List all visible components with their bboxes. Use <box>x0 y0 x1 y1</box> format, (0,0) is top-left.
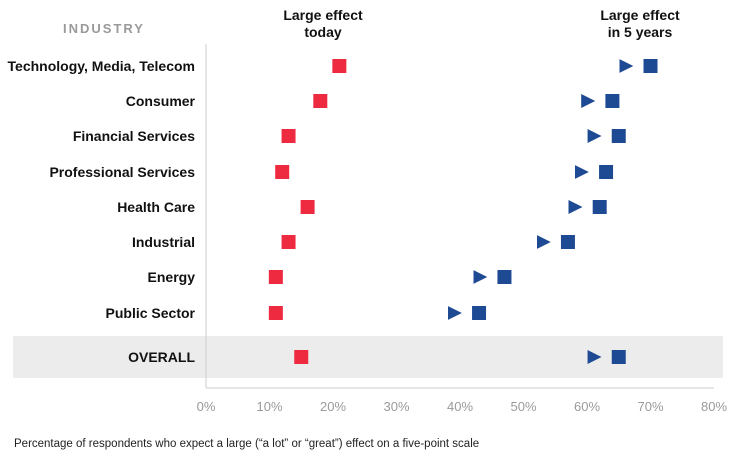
today-header-line: today <box>304 24 342 40</box>
today-marker <box>268 306 283 320</box>
today-marker <box>268 270 283 284</box>
today-marker <box>313 94 328 108</box>
future-marker <box>599 165 614 179</box>
x-tick-label: 40% <box>447 399 473 414</box>
today-marker <box>275 165 290 179</box>
row-8: OVERALL <box>128 349 626 365</box>
category-label: Technology, Media, Telecom <box>8 58 195 74</box>
row-5: Industrial <box>132 234 575 250</box>
future-marker <box>643 59 658 73</box>
row-3: Professional Services <box>49 164 614 180</box>
x-tick-label: 30% <box>383 399 409 414</box>
row-1: Consumer <box>126 93 620 109</box>
future-marker <box>472 306 487 320</box>
x-tick-label: 60% <box>574 399 600 414</box>
category-label: OVERALL <box>128 349 195 365</box>
row-2: Financial Services <box>73 128 626 144</box>
future-header-line: in 5 years <box>608 24 673 40</box>
row-7: Public Sector <box>106 305 487 321</box>
today-marker <box>281 235 296 249</box>
row-0: Technology, Media, Telecom <box>8 58 658 74</box>
category-header: INDUSTRY <box>63 21 145 36</box>
future-marker <box>560 235 575 249</box>
today-marker <box>281 129 296 143</box>
x-tick-label: 70% <box>637 399 663 414</box>
row-4: Health Care <box>117 199 607 215</box>
today-marker <box>294 350 309 364</box>
category-label: Energy <box>148 269 196 285</box>
future-marker <box>592 200 607 214</box>
future-marker <box>605 94 620 108</box>
category-label: Health Care <box>117 199 195 215</box>
x-tick-label: 80% <box>701 399 727 414</box>
today-marker <box>332 59 347 73</box>
category-label: Financial Services <box>73 128 195 144</box>
future-marker <box>497 270 512 284</box>
x-tick-label: 50% <box>510 399 536 414</box>
footnote: Percentage of respondents who expect a l… <box>14 438 480 450</box>
x-tick-label: 0% <box>197 399 216 414</box>
today-marker <box>300 200 315 214</box>
future-marker <box>611 129 626 143</box>
x-tick-label: 10% <box>256 399 282 414</box>
row-6: Energy <box>148 269 512 285</box>
category-label: Consumer <box>126 93 196 109</box>
future-marker <box>611 350 626 364</box>
category-label: Public Sector <box>106 305 196 321</box>
future-header-line: Large effect <box>600 7 680 23</box>
today-header-line: Large effect <box>283 7 363 23</box>
category-label: Industrial <box>132 234 195 250</box>
x-tick-label: 20% <box>320 399 346 414</box>
category-label: Professional Services <box>49 164 195 180</box>
